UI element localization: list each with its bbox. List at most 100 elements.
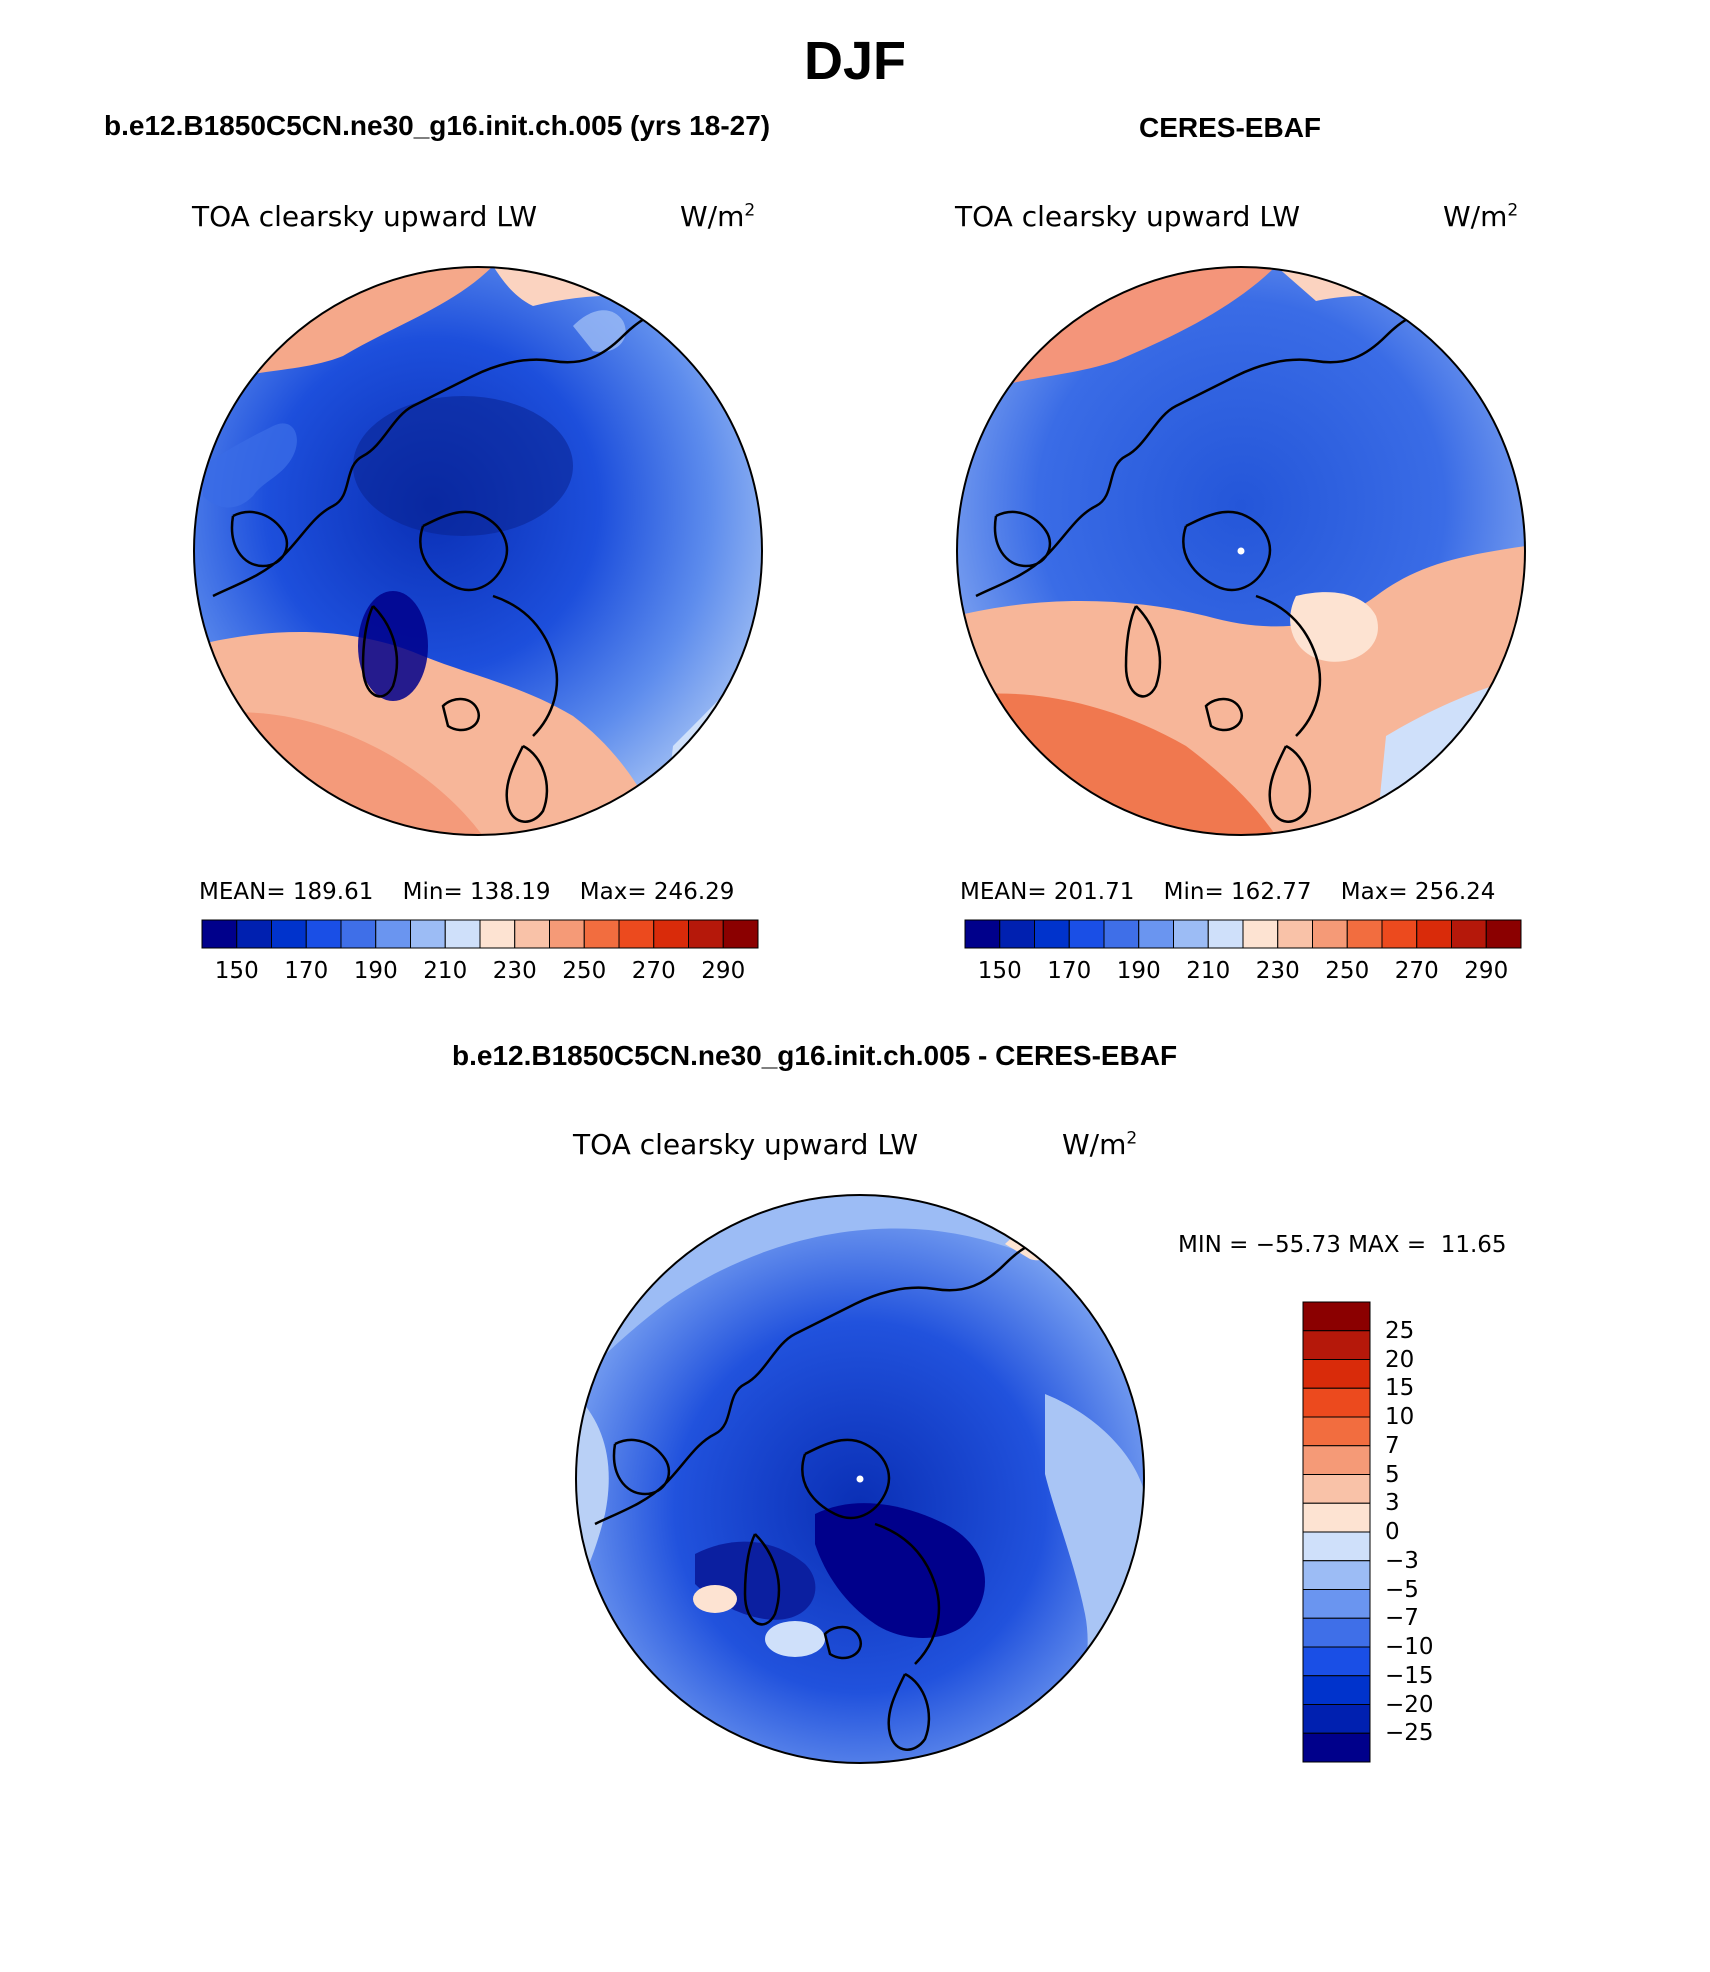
colorbar-tick-label: 190: [353, 958, 398, 984]
colorbar-swatch: [1485, 919, 1522, 949]
panel-obs-polar-map: [956, 266, 1526, 836]
panel-obs-colorbar: [964, 919, 1522, 949]
colorbar-swatch: [375, 919, 411, 949]
colorbar-swatch: [444, 919, 481, 949]
colorbar-swatch: [1302, 1531, 1371, 1562]
colorbar-swatch: [479, 919, 516, 949]
colorbar-tick-label: 20: [1385, 1346, 1415, 1373]
colorbar-tick-label: 250: [1325, 958, 1370, 984]
colorbar-swatch: [410, 919, 446, 949]
pole-dot: [1237, 547, 1245, 555]
panel-model-variable-label: TOA clearsky upward LW: [192, 200, 538, 233]
colorbar-tick-label: −3: [1385, 1547, 1419, 1574]
colorbar-tick-label: 210: [423, 958, 468, 984]
colorbar-swatch: [514, 919, 550, 949]
colorbar-swatch: [201, 919, 238, 949]
colorbar-swatch: [1302, 1330, 1371, 1360]
colorbar-swatch: [1346, 919, 1383, 949]
colorbar-tick-label: 15: [1385, 1375, 1415, 1402]
panel-diff-case-title: b.e12.B1850C5CN.ne30_g16.init.ch.005 - C…: [452, 1040, 1178, 1071]
colorbar-swatch: [964, 919, 1001, 949]
colorbar-tick-label: 290: [1464, 958, 1509, 984]
colorbar-swatch: [1302, 1646, 1371, 1677]
colorbar-tick-label: 290: [701, 958, 746, 984]
colorbar-swatch: [1138, 919, 1174, 949]
colorbar-swatch: [1242, 919, 1279, 949]
colorbar-swatch: [549, 919, 585, 949]
colorbar-tick-label: 5: [1385, 1461, 1400, 1488]
colorbar-swatch: [1277, 919, 1313, 949]
colorbar-swatch: [1451, 919, 1487, 949]
colorbar-tick-label: −7: [1385, 1605, 1419, 1632]
colorbar-tick-label: −5: [1385, 1576, 1419, 1603]
colorbar-swatch: [1302, 1416, 1371, 1447]
colorbar-tick-label: 190: [1116, 958, 1161, 984]
colorbar-swatch: [1302, 1474, 1371, 1504]
colorbar-swatch: [1173, 919, 1209, 949]
panel-obs-colorbar-labels: 150 170 190 210 230 250 270 290: [965, 958, 1521, 988]
colorbar-swatch: [1302, 1387, 1371, 1418]
panel-diff-polar-map: [575, 1194, 1145, 1764]
colorbar-tick-label: 3: [1385, 1490, 1400, 1517]
pole-dot: [856, 1475, 864, 1483]
colorbar-swatch: [1207, 919, 1244, 949]
map-strong-negative-region: [815, 1503, 985, 1638]
colorbar-swatch: [1302, 1445, 1371, 1475]
panel-diff-colorbar-labels: 25 20 15 10 7 5 3 0 −3 −5 −7 −10 −15 −20 −25: [1385, 1302, 1505, 1762]
colorbar-tick-label: 150: [977, 958, 1022, 984]
panel-model-case-title: b.e12.B1850C5CN.ne30_g16.init.ch.005 (yr…: [104, 110, 771, 141]
colorbar-swatch: [1416, 919, 1452, 949]
colorbar-swatch: [618, 919, 655, 949]
colorbar-swatch: [1302, 1359, 1371, 1389]
colorbar-swatch: [340, 919, 377, 949]
colorbar-swatch: [1381, 919, 1418, 949]
panel-diff-stats: MIN = −55.73 MAX = 11.65: [1178, 1232, 1507, 1258]
colorbar-tick-label: 0: [1385, 1519, 1400, 1545]
colorbar-tick-label: 7: [1385, 1432, 1400, 1459]
coastline: [212, 310, 684, 823]
colorbar-swatch: [688, 919, 724, 949]
colorbar-swatch: [1302, 1675, 1371, 1705]
colorbar-swatch: [236, 919, 272, 949]
colorbar-swatch: [1302, 1560, 1371, 1590]
panel-model-colorbar-labels: 150 170 190 210 230 250 270 290: [202, 958, 758, 988]
colorbar-swatch: [1302, 1704, 1371, 1734]
colorbar-swatch: [1302, 1732, 1371, 1763]
colorbar-tick-label: −20: [1385, 1691, 1434, 1718]
colorbar-tick-label: 230: [1255, 958, 1300, 984]
colorbar-swatch: [305, 919, 342, 949]
panel-obs-case-title: CERES-EBAF: [1139, 112, 1322, 143]
colorbar-swatch: [1034, 919, 1070, 949]
colorbar-swatch: [1302, 1617, 1371, 1648]
colorbar-tick-label: 270: [1394, 958, 1439, 984]
colorbar-swatch: [1302, 1589, 1371, 1619]
colorbar-tick-label: 170: [1047, 958, 1092, 984]
colorbar-swatch: [722, 919, 759, 949]
panel-diff-variable-label: TOA clearsky upward LW: [573, 1128, 919, 1161]
panel-obs-units-label: W/m2: [1443, 200, 1519, 233]
colorbar-tick-label: 230: [492, 958, 537, 984]
panel-obs-stats: MEAN= 201.71 Min= 162.77 Max= 256.24: [960, 879, 1496, 905]
colorbar-swatch: [653, 919, 689, 949]
panel-model-units-label: W/m2: [680, 200, 756, 233]
colorbar-tick-label: 170: [284, 958, 329, 984]
colorbar-swatch: [1068, 919, 1105, 949]
colorbar-swatch: [1302, 1301, 1371, 1332]
colorbar-swatch: [1302, 1502, 1371, 1533]
panel-model-stats: MEAN= 189.61 Min= 138.19 Max= 246.29: [199, 879, 735, 905]
figure-title: DJF: [803, 31, 906, 91]
colorbar-swatch: [1312, 919, 1348, 949]
colorbar-tick-label: −15: [1385, 1662, 1434, 1689]
panel-model-colorbar: [201, 919, 759, 949]
coastline: [975, 310, 1447, 823]
panel-obs-variable-label: TOA clearsky upward LW: [955, 200, 1301, 233]
colorbar-swatch: [583, 919, 620, 949]
colorbar-swatch: [999, 919, 1035, 949]
colorbar-swatch: [1103, 919, 1140, 949]
colorbar-swatch: [271, 919, 307, 949]
colorbar-tick-label: 25: [1385, 1317, 1415, 1344]
colorbar-tick-label: 210: [1186, 958, 1231, 984]
colorbar-tick-label: −25: [1385, 1720, 1434, 1747]
colorbar-tick-label: −10: [1385, 1634, 1434, 1660]
colorbar-tick-label: 10: [1385, 1404, 1415, 1430]
